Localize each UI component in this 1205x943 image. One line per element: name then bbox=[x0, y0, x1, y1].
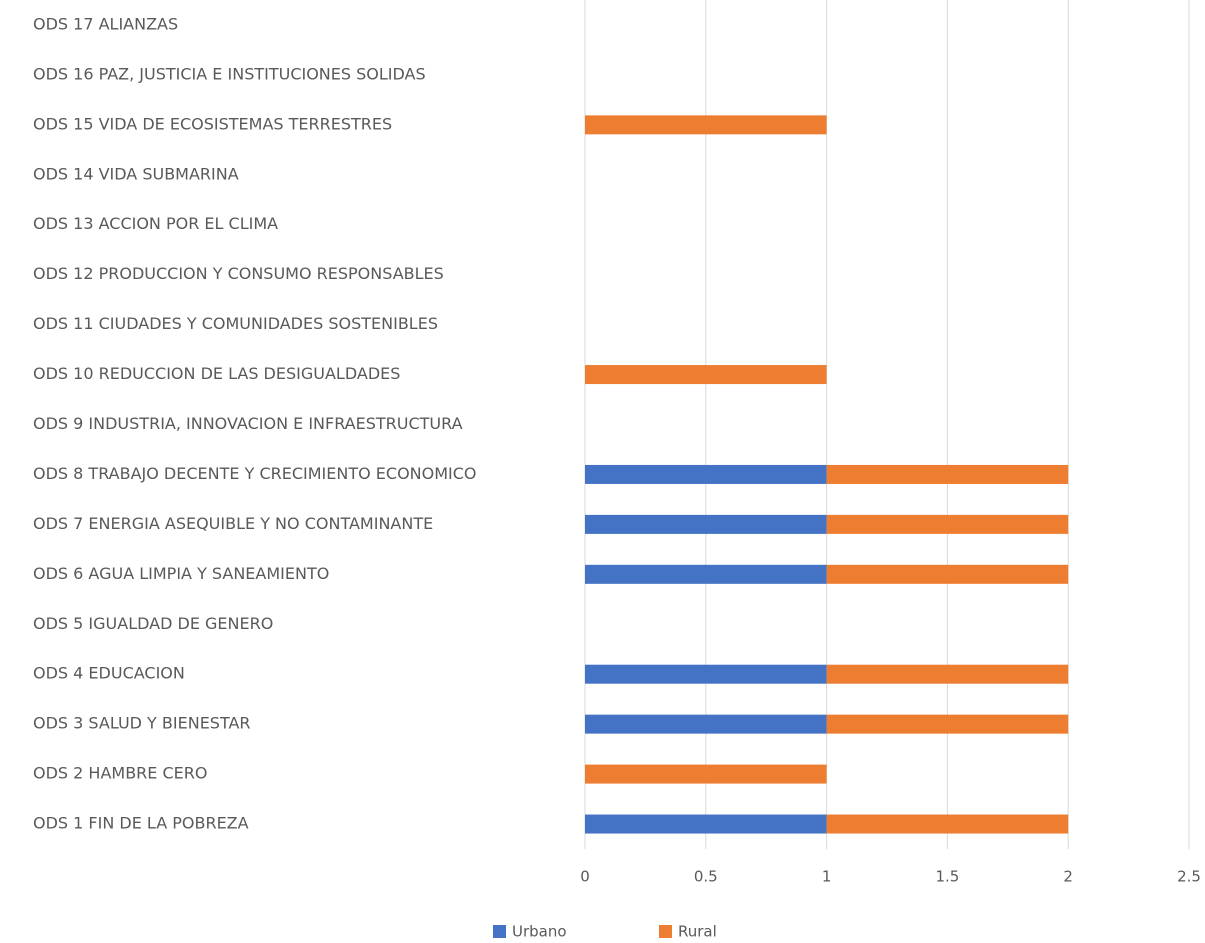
bar bbox=[585, 764, 827, 784]
legend-swatch bbox=[493, 925, 506, 938]
y-tick-label: ODS 14 VIDA SUBMARINA bbox=[33, 164, 239, 183]
bar bbox=[585, 514, 827, 534]
bar bbox=[585, 464, 827, 484]
legend-label: Rural bbox=[678, 923, 717, 941]
x-tick-label: 2.5 bbox=[1177, 868, 1201, 886]
bar bbox=[826, 714, 1069, 734]
bar bbox=[585, 365, 827, 385]
x-tick-label: 2 bbox=[1063, 868, 1073, 886]
y-tick-label: ODS 1 FIN DE LA POBREZA bbox=[33, 814, 249, 833]
bar bbox=[585, 564, 827, 584]
x-tick-label: 0.5 bbox=[694, 868, 718, 886]
y-tick-label: ODS 2 HAMBRE CERO bbox=[33, 764, 207, 783]
y-tick-label: ODS 8 TRABAJO DECENTE Y CRECIMIENTO ECON… bbox=[33, 464, 477, 483]
x-tick-label: 0 bbox=[580, 868, 590, 886]
legend-swatch bbox=[659, 925, 672, 938]
y-tick-label: ODS 12 PRODUCCION Y CONSUMO RESPONSABLES bbox=[33, 264, 444, 283]
bar bbox=[826, 514, 1069, 534]
y-tick-label: ODS 3 SALUD Y BIENESTAR bbox=[33, 714, 251, 733]
x-tick-label: 1.5 bbox=[935, 868, 959, 886]
y-tick-label: ODS 4 EDUCACION bbox=[33, 664, 185, 683]
y-tick-label: ODS 10 REDUCCION DE LAS DESIGUALDADES bbox=[33, 364, 400, 383]
y-tick-label: ODS 17 ALIANZAS bbox=[33, 14, 178, 33]
bar bbox=[826, 814, 1069, 834]
y-tick-label: ODS 11 CIUDADES Y COMUNIDADES SOSTENIBLE… bbox=[33, 314, 438, 333]
y-tick-label: ODS 9 INDUSTRIA, INNOVACION E INFRAESTRU… bbox=[33, 414, 463, 433]
y-tick-label: ODS 7 ENERGIA ASEQUIBLE Y NO CONTAMINANT… bbox=[33, 514, 433, 533]
legend-label: Urbano bbox=[512, 923, 567, 941]
y-tick-label: ODS 16 PAZ, JUSTICIA E INSTITUCIONES SOL… bbox=[33, 64, 426, 83]
bar bbox=[585, 814, 827, 834]
bar bbox=[585, 714, 827, 734]
bar bbox=[585, 115, 827, 135]
x-tick-label: 1 bbox=[822, 868, 832, 886]
y-tick-label: ODS 15 VIDA DE ECOSISTEMAS TERRESTRES bbox=[33, 114, 392, 133]
bar bbox=[826, 664, 1069, 684]
bar bbox=[826, 464, 1069, 484]
y-tick-label: ODS 6 AGUA LIMPIA Y SANEAMIENTO bbox=[33, 564, 329, 583]
y-tick-label: ODS 5 IGUALDAD DE GENERO bbox=[33, 614, 273, 633]
y-tick-label: ODS 13 ACCION POR EL CLIMA bbox=[33, 214, 278, 233]
bar bbox=[826, 564, 1069, 584]
bar bbox=[585, 664, 827, 684]
